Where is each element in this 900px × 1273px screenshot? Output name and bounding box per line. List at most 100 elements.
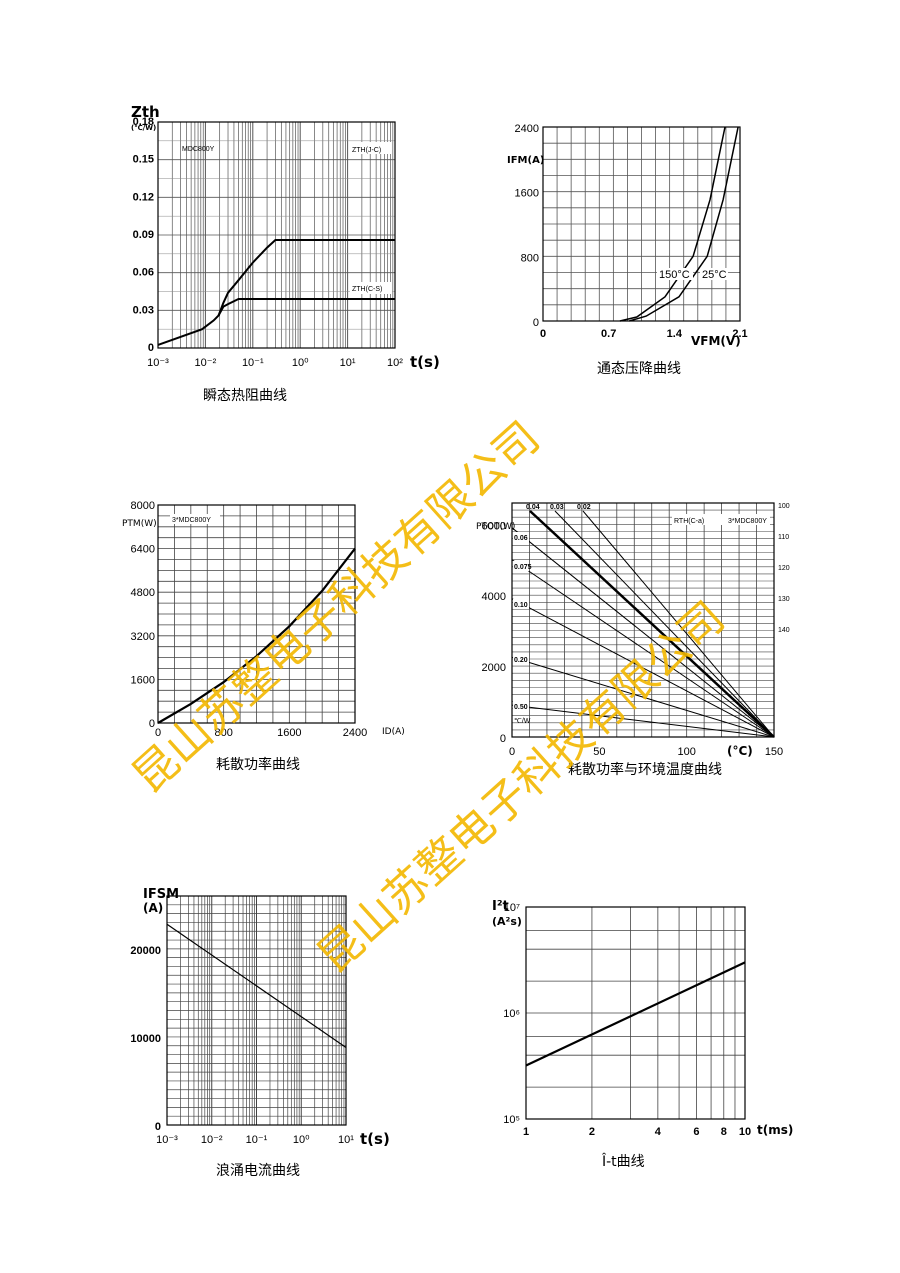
x-tick-label: 2400 bbox=[343, 727, 367, 739]
x-tick-label: 2.1 bbox=[732, 328, 747, 340]
rth-label: 0.075 bbox=[514, 564, 532, 571]
series-line-0.075 bbox=[511, 559, 775, 738]
y-tick-label: 0 bbox=[149, 718, 155, 730]
chart-vfm: 150°C 25°C 0 800 1600 2400 0 0.7 1.4 2.1 IFM(A) VFM… bbox=[507, 123, 748, 377]
x-tick-label: 10⁰ bbox=[293, 1134, 310, 1146]
x-tick-label: 10² bbox=[387, 357, 403, 369]
y-tick-label: 800 bbox=[521, 252, 539, 264]
y-axis-title: IFSM bbox=[143, 887, 179, 902]
x-tick-label: 1 bbox=[523, 1126, 529, 1138]
rth-label-title: RTH(C-a) bbox=[674, 518, 704, 525]
series-line bbox=[525, 961, 746, 1067]
y-tick-label: 1600 bbox=[515, 188, 539, 200]
series-line bbox=[157, 547, 356, 724]
series-line-2 bbox=[217, 298, 395, 316]
chart-caption: 瞬态热阻曲线 bbox=[203, 388, 287, 404]
chart-caption: 耗散功率曲线 bbox=[216, 756, 300, 773]
y-tick-label: 2000 bbox=[482, 662, 506, 674]
y-tick-label: 6400 bbox=[131, 544, 155, 556]
x-tick-label: 4 bbox=[655, 1126, 662, 1138]
rth-label: 0.50 bbox=[514, 704, 528, 711]
series-line-0.06 bbox=[511, 527, 775, 738]
x-tick-label: 6 bbox=[693, 1126, 699, 1138]
rth-label: 0.03 bbox=[550, 504, 564, 511]
label-bg bbox=[513, 599, 529, 609]
series-line bbox=[166, 923, 347, 1048]
y-tick-label: 10000 bbox=[130, 1033, 161, 1045]
label-bg bbox=[513, 654, 529, 664]
y-tick-label: 0 bbox=[155, 1121, 161, 1133]
x-axis-label: VFM(V) bbox=[691, 334, 741, 348]
x-tick-label: 1.4 bbox=[667, 328, 683, 340]
x-tick-label: 10 bbox=[739, 1126, 751, 1138]
x-tick-label: 10⁻¹ bbox=[246, 1134, 268, 1146]
y-tick-label: 1600 bbox=[131, 674, 155, 686]
series-label-cs: ZTH(C-S) bbox=[352, 286, 382, 293]
y-axis-unit: (℃/W) bbox=[131, 124, 156, 132]
y-axis-unit: (A) bbox=[143, 901, 163, 915]
x-axis-label: t(s) bbox=[360, 1130, 390, 1148]
y-axis-label: PTM(W) bbox=[122, 519, 157, 529]
y-axis-title: Zth bbox=[131, 103, 160, 121]
x-tick-label: 10⁻² bbox=[195, 357, 217, 369]
y-tick-label: 0.15 bbox=[133, 154, 154, 166]
x-tick-label: 10⁻¹ bbox=[242, 357, 264, 369]
y-tick-label: 6000 bbox=[482, 520, 506, 532]
chart-caption: 浪涌电流曲线 bbox=[216, 1163, 300, 1179]
plot-frame bbox=[511, 502, 775, 738]
rth-unit: ℃/W bbox=[514, 718, 531, 725]
y-tick-label: 0 bbox=[533, 317, 539, 329]
y-tick-label: 0.06 bbox=[133, 267, 154, 279]
y-axis-title: I²t bbox=[492, 899, 509, 914]
model-label: 3*MDC800Y bbox=[728, 518, 767, 525]
y-tick-label: 20000 bbox=[130, 945, 161, 957]
chart-i2t: 10⁵ 10⁶ 10⁷ 1 2 4 6 8 10 I²t(A²s) t(ms) Î-t曲线 bbox=[492, 899, 793, 1170]
x-tick-label: 10¹ bbox=[338, 1134, 354, 1146]
y-tick-label: 0 bbox=[500, 733, 506, 745]
x-tick-label: 50 bbox=[593, 746, 605, 758]
label-bg bbox=[170, 514, 220, 524]
label-bg bbox=[700, 268, 728, 280]
rth-label: 0.06 bbox=[514, 535, 528, 542]
series-label-25: 25°C bbox=[702, 269, 727, 281]
chart-caption: 耗散功率与环境温度曲线 bbox=[568, 761, 722, 778]
plot-frame bbox=[542, 126, 741, 322]
chart-caption: Î-t曲线 bbox=[601, 1152, 645, 1170]
right-tick-label: 130 bbox=[778, 596, 790, 603]
x-axis-label: t(ms) bbox=[757, 1123, 793, 1137]
label-bg bbox=[672, 514, 770, 525]
x-tick-label: 0.7 bbox=[601, 328, 616, 340]
x-tick-label: 0 bbox=[540, 328, 546, 340]
x-axis-label: t(s) bbox=[410, 353, 440, 371]
series-line-0.20 bbox=[511, 656, 775, 738]
label-bg bbox=[350, 282, 392, 294]
right-tick-label: 140 bbox=[778, 627, 790, 634]
rth-label: 0.20 bbox=[514, 657, 528, 664]
model-label: 3*MDC800Y bbox=[172, 517, 211, 524]
plot-frame bbox=[525, 906, 746, 1120]
label-bg bbox=[513, 532, 529, 542]
chart-ptot: 0.04 0.03 0.02 0.06 0.075 0.10 0.20 0.50 ℃/W RTH(… bbox=[476, 502, 790, 778]
series-line-2 bbox=[629, 126, 739, 322]
rth-label: 0.02 bbox=[577, 504, 591, 511]
y-axis-label: IFM(A) bbox=[507, 155, 544, 166]
series-line-0.10 bbox=[511, 598, 775, 738]
model-label: MDC800Y bbox=[182, 146, 215, 153]
right-tick-label: 110 bbox=[778, 534, 789, 541]
y-tick-label: 0.12 bbox=[133, 191, 154, 203]
y-axis-unit: (A²s) bbox=[492, 915, 522, 928]
series-label-150: 150°C bbox=[659, 269, 690, 281]
x-tick-label: 0 bbox=[155, 727, 161, 739]
series-line-0.04 bbox=[529, 510, 775, 738]
y-tick-label: 4800 bbox=[131, 587, 155, 599]
right-tick-label: 100 bbox=[778, 503, 790, 510]
x-tick-label: 8 bbox=[721, 1126, 727, 1138]
y-axis-label: PTOT(W) bbox=[476, 522, 515, 532]
label-bg bbox=[350, 142, 392, 154]
label-bg bbox=[657, 268, 693, 280]
y-tick-label: 10⁷ bbox=[504, 902, 520, 914]
x-tick-label: 10¹ bbox=[340, 357, 356, 369]
label-bg bbox=[513, 701, 529, 711]
